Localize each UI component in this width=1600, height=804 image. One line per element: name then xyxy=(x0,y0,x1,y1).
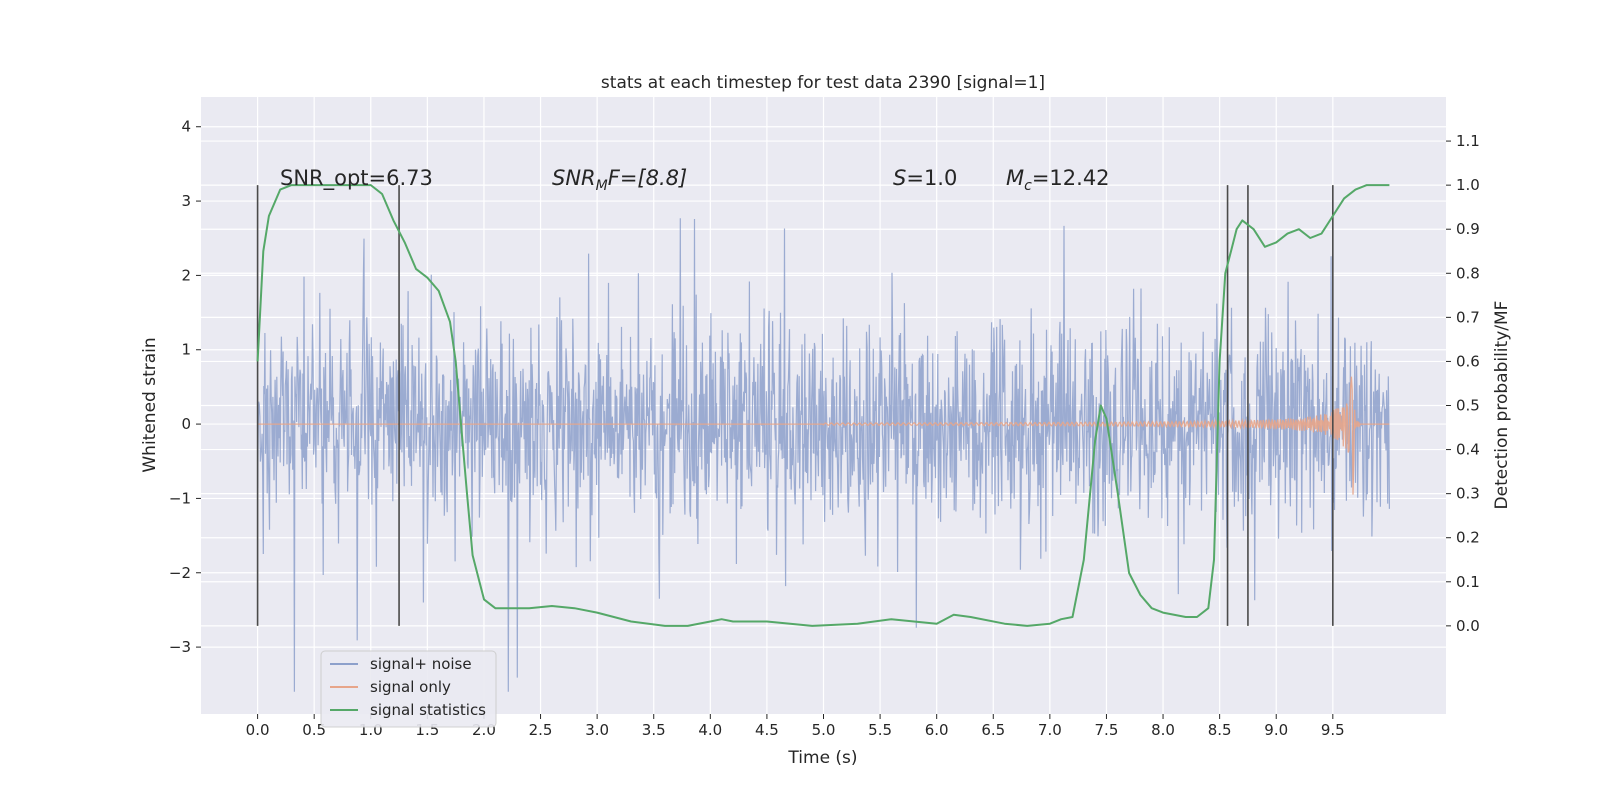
x-tick-label: 2.5 xyxy=(529,721,553,739)
legend-box xyxy=(320,650,497,728)
series-signal-only xyxy=(257,376,1390,495)
chart-title: stats at each timestep for test data 239… xyxy=(601,73,1045,93)
y-right-tick-label: 0.8 xyxy=(1456,264,1480,282)
legend-label-signal-statistics: signal statistics xyxy=(370,701,486,719)
annotation-mc: Mc=12.42 xyxy=(1006,166,1110,194)
y-left-tick-label: 0 xyxy=(181,415,191,433)
x-tick-label: 9.5 xyxy=(1321,721,1345,739)
y-left-tick-label: 3 xyxy=(181,192,191,210)
y-axis-right-ticks: 1.1 1.0 0.9 0.8 0.7 0.6 0.5 0.4 0.3 0.2 0.1 0.0 xyxy=(1446,132,1480,635)
y-right-tick-label: 0.1 xyxy=(1456,573,1480,591)
series-signal-plus-noise xyxy=(257,218,1390,692)
legend: signal+ noise signal only signal statist… xyxy=(320,650,497,728)
y-axis-left-ticks: 4 3 2 1 0 −1 −2 −3 xyxy=(169,118,201,656)
x-tick-label: 4.0 xyxy=(698,721,722,739)
y-right-tick-label: 1.1 xyxy=(1456,132,1480,150)
x-axis-label: Time (s) xyxy=(787,748,857,768)
annotation-s: S=1.0 xyxy=(893,166,957,190)
marker-vertical-lines xyxy=(256,185,1334,626)
legend-label-signal-only: signal only xyxy=(370,678,451,696)
x-tick-label: 0.0 xyxy=(246,721,270,739)
y-left-tick-label: 2 xyxy=(181,266,191,284)
y-right-tick-label: 0.6 xyxy=(1456,352,1480,370)
x-tick-label: 5.5 xyxy=(868,721,892,739)
y-left-tick-label: −2 xyxy=(169,564,191,582)
x-tick-label: 6.0 xyxy=(925,721,949,739)
y-axis-right-label: Detection probability/MF xyxy=(1492,301,1512,510)
y-right-tick-label: 0.2 xyxy=(1456,529,1480,547)
x-tick-label: 3.5 xyxy=(642,721,666,739)
y-axis-left-label: Whitened strain xyxy=(140,337,160,472)
y-left-tick-label: 4 xyxy=(181,118,191,136)
y-right-tick-label: 0.3 xyxy=(1456,485,1480,503)
x-tick-label: 7.5 xyxy=(1095,721,1119,739)
x-tick-label: 3.0 xyxy=(585,721,609,739)
x-tick-label: 5.0 xyxy=(812,721,836,739)
x-tick-label: 4.5 xyxy=(755,721,779,739)
x-tick-label: 0.5 xyxy=(302,721,326,739)
y-left-tick-label: −1 xyxy=(169,489,191,507)
annotation-snr-opt: SNR_opt=6.73 xyxy=(280,166,433,191)
y-right-tick-label: 0.5 xyxy=(1456,397,1480,415)
signal-plus-noise-line xyxy=(257,218,1390,692)
y-right-tick-label: 0.4 xyxy=(1456,441,1480,459)
x-tick-label: 8.5 xyxy=(1208,721,1232,739)
x-tick-label: 8.0 xyxy=(1151,721,1175,739)
annotation-snr-mf: SNRMF=[8.8] xyxy=(552,166,687,194)
signal-statistics-line xyxy=(256,184,1390,627)
x-axis-ticks: 0.0 0.5 1.0 1.5 2.0 2.5 3.0 3.5 4.0 4.5 5.0 5.5 6.0 6… xyxy=(246,714,1345,739)
y-right-tick-label: 0.0 xyxy=(1456,617,1480,635)
legend-label-signal-plus-noise: signal+ noise xyxy=(370,655,472,673)
y-right-tick-label: 1.0 xyxy=(1456,176,1480,194)
y-left-tick-label: −3 xyxy=(169,638,191,656)
x-tick-label: 9.0 xyxy=(1264,721,1288,739)
series-signal-statistics xyxy=(256,184,1390,627)
y-right-tick-label: 0.9 xyxy=(1456,220,1480,238)
y-right-tick-label: 0.7 xyxy=(1456,308,1480,326)
signal-only-line xyxy=(257,376,1390,495)
x-tick-label: 7.0 xyxy=(1038,721,1062,739)
x-tick-label: 6.5 xyxy=(981,721,1005,739)
y-left-tick-label: 1 xyxy=(181,341,191,359)
